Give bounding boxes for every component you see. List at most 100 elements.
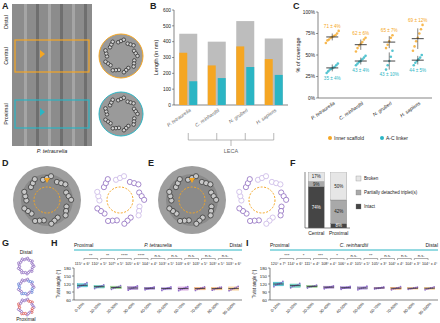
mean-line xyxy=(307,286,317,287)
x-tick-label: P. tetraurelia xyxy=(310,100,336,121)
point xyxy=(337,30,340,33)
x-tick-label: 70-80% xyxy=(385,301,399,315)
mean-line xyxy=(326,36,338,37)
triplet-tubule xyxy=(132,65,136,69)
y-tick-label: 180 xyxy=(64,266,72,271)
triplet-tubule xyxy=(21,258,23,260)
significance-bracket xyxy=(381,259,395,261)
y-tick xyxy=(172,25,174,26)
point xyxy=(290,287,292,289)
significance-label: n.s. xyxy=(222,253,229,258)
triplet-tubule xyxy=(122,128,126,132)
point xyxy=(185,287,187,289)
box xyxy=(357,287,367,290)
significance-label: ** xyxy=(89,253,93,258)
significance-bracket xyxy=(330,259,344,261)
box xyxy=(374,287,384,289)
cross-section xyxy=(99,92,143,136)
inner-scaffold xyxy=(249,187,275,213)
y-tick-label: 75% xyxy=(305,31,315,36)
legend-label: Inner scaffold xyxy=(334,135,364,141)
significance-label: ** xyxy=(106,253,110,258)
x-tick-label: N. gruberi xyxy=(227,106,249,124)
box xyxy=(144,287,154,289)
y-tick-label: 500 xyxy=(163,24,171,29)
point xyxy=(337,62,340,65)
y-tick xyxy=(316,33,318,34)
y-axis xyxy=(305,172,306,228)
box xyxy=(307,285,317,287)
bar xyxy=(265,39,283,106)
data-label: 103° ± 5° xyxy=(192,261,208,266)
triplet-tubule xyxy=(278,213,283,218)
triplet-tubule xyxy=(132,102,136,106)
y-tick-label: 90 xyxy=(66,290,71,295)
x-tick-label: 30-40% xyxy=(318,301,332,315)
data-label: 17% xyxy=(312,174,321,179)
point xyxy=(420,54,423,57)
data-label: 120° ± 7° xyxy=(271,261,287,266)
box xyxy=(324,286,334,288)
plot: 120° ± 7°0-10%114° ± 6°10-20%111° ± 4°20… xyxy=(269,253,437,317)
mean-line xyxy=(128,288,138,289)
panel-letter: A xyxy=(2,1,9,11)
significance-label: **** xyxy=(121,253,128,258)
point xyxy=(273,286,275,288)
significance-bracket xyxy=(101,259,115,261)
point xyxy=(282,280,284,282)
point xyxy=(307,287,309,289)
mean-line xyxy=(77,285,87,286)
triplet-tubule xyxy=(122,221,127,226)
mean-line xyxy=(374,288,384,289)
box xyxy=(94,285,104,288)
legend-label: Partially detached triplet(s) xyxy=(364,190,418,195)
direction-label: Proximal xyxy=(270,242,289,248)
point xyxy=(178,290,180,292)
mean-line xyxy=(94,286,104,287)
tree-root: LECA xyxy=(224,148,239,154)
direction-bar xyxy=(74,250,242,251)
panel-letter: D xyxy=(2,158,9,168)
triplet-tubule xyxy=(208,213,213,218)
mean-line xyxy=(212,288,222,289)
significance-bracket xyxy=(168,259,182,261)
x-axis xyxy=(318,98,432,99)
triplet-tubule xyxy=(111,40,115,44)
point xyxy=(420,28,423,31)
point xyxy=(299,283,301,285)
triplet-tubule xyxy=(22,206,27,211)
x-tick-label: 40-50% xyxy=(335,301,349,315)
plot: 115° ± 6°0-10%110° ± 5°10-20%107° ± 5°20… xyxy=(73,253,241,317)
point xyxy=(383,286,385,288)
point xyxy=(316,284,318,286)
axis-title: Length (in nm) xyxy=(153,40,159,76)
data-label: 111° ± 4° xyxy=(304,261,320,266)
triplet-tubule xyxy=(95,206,100,211)
data-label: 104° ± 4° xyxy=(422,261,438,266)
y-tick-label: 600 xyxy=(163,8,171,13)
tomogram-lumen xyxy=(166,174,218,226)
data-label: 105° ± 5° xyxy=(355,261,371,266)
x-tick-label: N. gruberi xyxy=(371,99,393,117)
y-tick xyxy=(268,268,270,269)
data-label: 71 ± 4% xyxy=(324,24,341,29)
triplet-tubule xyxy=(136,54,140,58)
box xyxy=(77,284,87,287)
significance-label: * xyxy=(303,253,305,258)
bar xyxy=(236,46,244,105)
significance-label: *** xyxy=(318,253,323,258)
y-tick xyxy=(72,284,74,285)
point xyxy=(412,64,415,67)
direction-label: Distal xyxy=(425,242,438,248)
data-label: 104° ± 4° xyxy=(142,261,158,266)
bar-segment xyxy=(308,187,324,228)
triplet-tubule xyxy=(264,221,269,226)
x-tick-label: 10-20% xyxy=(89,301,103,315)
point xyxy=(390,37,393,40)
y-tick xyxy=(72,268,74,269)
panel-letter: B xyxy=(150,1,157,11)
y-tick-label: 180 xyxy=(260,266,268,271)
box-panel: ProximalC. reinhardtiiDistal609012015018… xyxy=(252,242,438,303)
triplet-tubule xyxy=(237,206,242,211)
triplet-tubule xyxy=(22,189,27,194)
